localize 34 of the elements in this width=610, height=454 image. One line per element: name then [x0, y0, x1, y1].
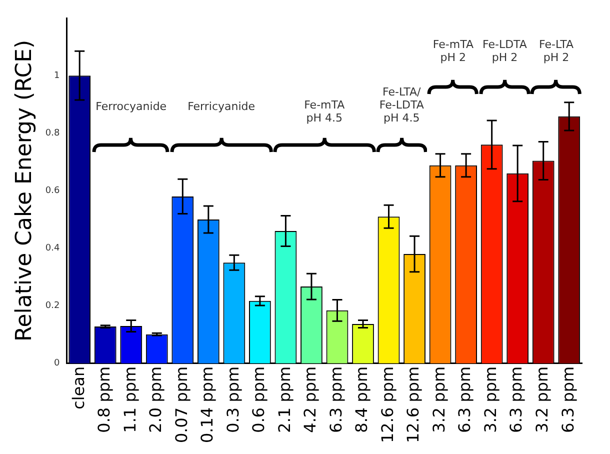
- y-axis-title: Relative Cake Energy (RCE): [12, 40, 37, 342]
- x-tick-label: 1.1 ppm: [120, 366, 140, 433]
- x-tick-label: 3.2 ppm: [429, 366, 448, 433]
- x-tick-label: 6.3 ppm: [455, 366, 474, 433]
- x-tick-label: 12.6 ppm: [378, 366, 397, 443]
- x-tick-label: 0.8 ppm: [94, 366, 114, 433]
- x-tick-label: 3.2 ppm: [532, 366, 552, 433]
- y-tick-label: 0.6: [45, 186, 60, 196]
- x-tick-label: 4.2 ppm: [300, 366, 320, 433]
- x-tick-label: clean: [68, 366, 88, 410]
- x-tick-label: 3.2 ppm: [480, 366, 500, 433]
- annotation: Ferrocyanide: [96, 100, 167, 114]
- x-tick-label: 6.3 ppm: [558, 366, 578, 433]
- annotation: Fe-mTA pH 2: [432, 38, 474, 64]
- x-tick-label: 6.3 ppm: [326, 366, 346, 433]
- x-tick-label: 12.6 ppm: [404, 366, 423, 443]
- x-tick-label: 0.14 ppm: [198, 366, 217, 443]
- x-tick-label: 2.0 ppm: [146, 366, 166, 433]
- annotation: Fe-LTA pH 2: [539, 38, 574, 64]
- annotation: Fe-LTA/ Fe-LDTA pH 4.5: [379, 86, 424, 125]
- x-tick-label: 0.6 ppm: [249, 366, 268, 433]
- y-tick-label: 0.8: [45, 128, 60, 138]
- y-tick-label: 0.4: [45, 244, 60, 254]
- x-tick-label: 8.4 ppm: [352, 366, 372, 433]
- y-tick-label: 0: [54, 358, 60, 369]
- annotation: Ferricyanide: [188, 100, 256, 114]
- y-tick-label: 0.2: [45, 301, 60, 312]
- x-tick-label: 0.3 ppm: [223, 366, 242, 433]
- annotation: Fe-mTA pH 4.5: [304, 98, 346, 125]
- x-tick-label: 2.1 ppm: [274, 366, 294, 433]
- annotation: Fe-LDTA pH 2: [482, 38, 528, 64]
- y-tick-label: 1: [54, 70, 60, 81]
- x-tick-label: 6.3 ppm: [506, 366, 526, 433]
- x-tick-label: 0.07 ppm: [172, 366, 191, 443]
